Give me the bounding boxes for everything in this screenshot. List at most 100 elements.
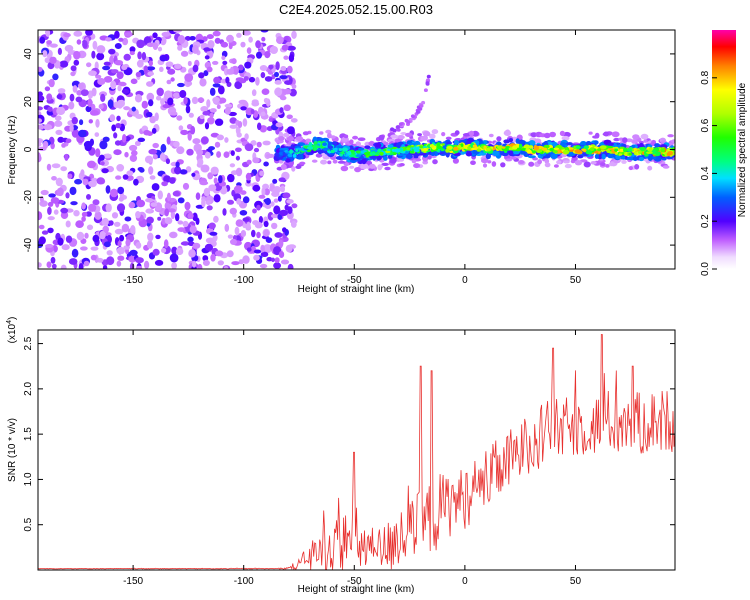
heatmap-cell [419, 145, 424, 149]
heatmap-cell [274, 257, 280, 264]
heatmap-cell [175, 247, 184, 256]
heatmap-cell [279, 107, 284, 114]
heatmap-cell [209, 108, 217, 113]
heatmap-cell [282, 227, 287, 233]
heatmap-cell [469, 130, 474, 137]
heatmap-cell [136, 199, 146, 208]
heatmap-cell [87, 160, 96, 169]
x-tick-label: 0 [462, 576, 468, 587]
heatmap-cell [516, 140, 523, 144]
y-tick-label: 2.5 [23, 336, 34, 350]
heatmap-cell [187, 236, 194, 243]
heatmap-cell [47, 216, 55, 221]
heatmap-cell [47, 201, 54, 207]
heatmap-cell [244, 61, 252, 69]
heatmap-cell [264, 76, 273, 82]
heatmap-cell [639, 142, 644, 148]
heatmap-cell [628, 152, 633, 156]
heatmap-cell [606, 145, 614, 149]
heatmap-cell [117, 186, 125, 195]
heatmap-cell [550, 141, 558, 147]
heatmap-cell [295, 148, 299, 152]
heatmap-cell [99, 140, 108, 150]
heatmap-cell [311, 159, 318, 163]
heatmap-cell [375, 142, 382, 148]
y-tick-label: 2.0 [23, 381, 34, 395]
heatmap-cell [638, 150, 642, 154]
heatmap-cell [441, 132, 446, 137]
heatmap-cell [103, 241, 111, 248]
heatmap-cell [235, 167, 243, 177]
heatmap-cell [671, 139, 675, 144]
heatmap-cell [109, 114, 116, 122]
heatmap-cell [188, 112, 194, 118]
heatmap-cell [255, 76, 260, 86]
heatmap-cell [221, 55, 226, 60]
heatmap-cell [291, 203, 298, 209]
heatmap-cell [274, 152, 280, 157]
heatmap-cell [648, 147, 653, 152]
heatmap-cell [119, 234, 125, 242]
x-tick-label: -150 [123, 576, 143, 587]
heatmap-cell [143, 129, 151, 136]
heatmap-cell [123, 106, 130, 111]
heatmap-cell [117, 240, 122, 247]
heatmap-cell [361, 158, 367, 165]
heatmap-cell [229, 163, 236, 168]
heatmap-cell [597, 148, 602, 152]
heatmap-cell [501, 151, 509, 157]
heatmap-cell [48, 193, 56, 198]
heatmap-cell [56, 187, 64, 197]
heatmap-cell [206, 99, 211, 108]
heatmap-cell [660, 148, 665, 153]
heatmap-cell [564, 163, 572, 169]
heatmap-cell [638, 156, 645, 162]
heatmap-cell [170, 111, 178, 116]
heatmap-cell [155, 234, 161, 240]
heatmap-cell [204, 122, 210, 130]
heatmap-cell [349, 153, 356, 158]
heatmap-cell [518, 143, 523, 149]
heatmap-cell [114, 140, 122, 146]
heatmap-cell [38, 124, 45, 130]
heatmap-cell [537, 159, 542, 165]
heatmap-cell [208, 184, 217, 192]
heatmap-cell [192, 64, 199, 73]
heatmap-cell [73, 50, 81, 60]
heatmap-cell [436, 145, 443, 149]
heatmap-cell [605, 164, 610, 168]
heatmap-cell [510, 156, 517, 160]
heatmap-cell [320, 159, 328, 165]
snr-panel: -150 -100 -50 0 50 0.5 1.0 1.5 2.0 2.5 Height of… [6, 317, 676, 595]
heatmap-cell [95, 118, 100, 128]
heatmap-cell [272, 187, 280, 196]
heatmap-cell [263, 220, 269, 228]
heatmap-cell [177, 45, 183, 51]
heatmap-cell [295, 165, 302, 170]
heatmap-cell [202, 255, 209, 262]
heatmap-cell [528, 161, 535, 167]
heatmap-cell [541, 147, 548, 151]
heatmap-cell [216, 151, 222, 158]
heatmap-cell [400, 132, 407, 135]
heatmap-cell [583, 161, 591, 168]
heatmap-cell [74, 178, 83, 185]
heatmap-cell [186, 81, 193, 86]
heatmap-cell [146, 240, 153, 249]
x-tick-label: 0 [462, 275, 468, 286]
heatmap-cell [276, 36, 284, 45]
heatmap-cell [212, 30, 221, 37]
heatmap-cell [129, 154, 138, 162]
heatmap-cell [242, 255, 250, 264]
heatmap-cell [187, 132, 192, 141]
spectrogram-panel: -150 -100 -50 0 50 -40 -20 0 20 40 Height of str… [7, 29, 676, 295]
heatmap-cell [148, 60, 153, 67]
heatmap-cell [76, 231, 85, 241]
heatmap-cell [332, 159, 338, 164]
heatmap-cell [96, 45, 106, 54]
heatmap-cell [200, 164, 210, 173]
heatmap-cell [427, 155, 432, 160]
heatmap-cell [352, 135, 359, 140]
heatmap-cell [410, 114, 415, 118]
heatmap-cell [216, 104, 221, 109]
